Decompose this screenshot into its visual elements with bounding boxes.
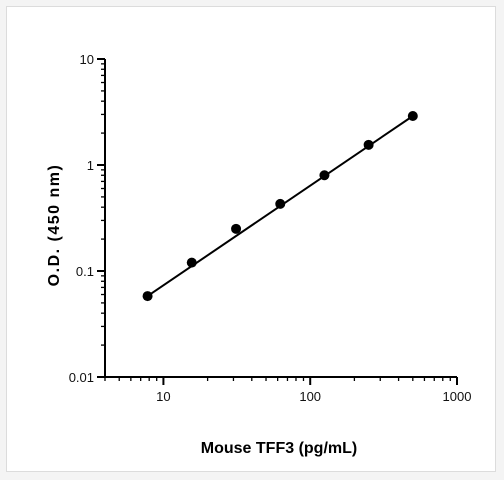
- x-tick-label: 10: [156, 389, 170, 404]
- axes: [104, 59, 457, 378]
- data-point: [231, 223, 242, 234]
- x-tick-label: 1000: [443, 389, 472, 404]
- y-tick-label: 10: [80, 52, 94, 67]
- x-tick-label: 100: [299, 389, 321, 404]
- ticks: 10 100 1000 0.01 0.1 1 10: [69, 52, 472, 404]
- data-point: [363, 139, 374, 150]
- standard-curve-chart: 10 100 1000 0.01 0.1 1 10 Mouse TFF3 (pg/mL) O…: [46, 52, 472, 457]
- data-point: [275, 198, 286, 209]
- data-points: [142, 110, 418, 302]
- y-axis-title: O.D. (450 nm): [46, 164, 63, 287]
- y-tick-label: 0.1: [76, 264, 94, 279]
- y-tick-label: 0.01: [69, 370, 94, 385]
- data-point: [319, 170, 330, 181]
- chart-frame: 10 100 1000 0.01 0.1 1 10 Mouse TFF3 (pg/mL) O…: [6, 6, 496, 472]
- y-tick-label: 1: [87, 158, 94, 173]
- data-point: [407, 110, 418, 121]
- data-point: [186, 257, 197, 268]
- data-point: [142, 291, 153, 302]
- x-axis-title: Mouse TFF3 (pg/mL): [201, 440, 357, 457]
